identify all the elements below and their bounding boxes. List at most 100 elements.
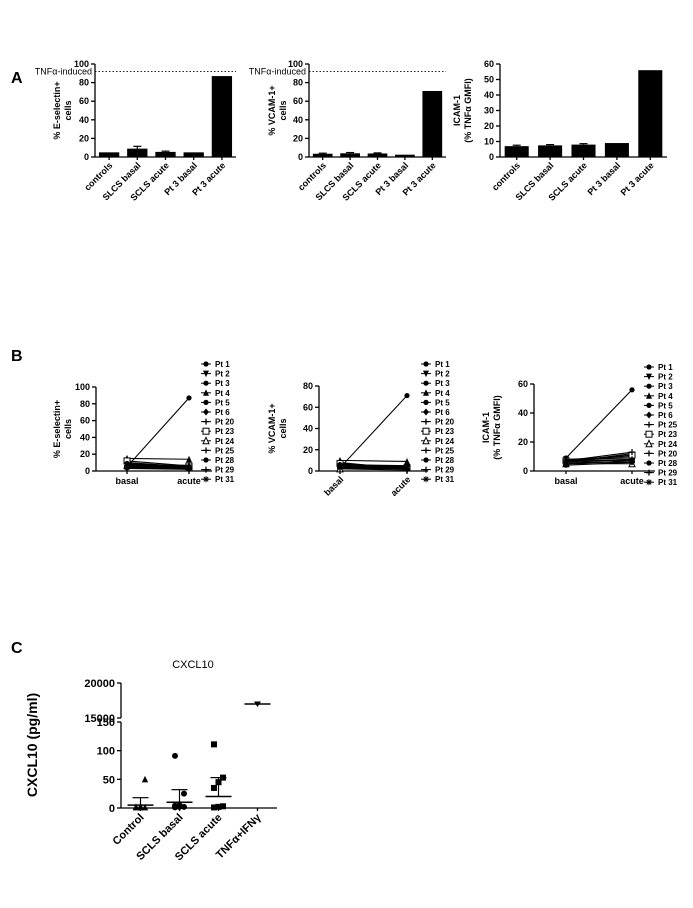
series-line — [339, 465, 408, 468]
legend-marker — [203, 466, 209, 473]
panel-label-a: A — [11, 70, 23, 87]
y-tick-label: 20000 — [84, 678, 115, 690]
bar — [312, 153, 333, 157]
legend-marker — [423, 418, 429, 425]
data-point — [629, 457, 635, 464]
y-axis-label: % E-selectin+cells — [52, 81, 73, 139]
legend-label: Pt 1 — [435, 360, 450, 369]
series-line — [126, 467, 190, 470]
legend-label: Pt 6 — [435, 408, 450, 417]
legend-marker — [423, 399, 429, 405]
legend-label: Pt 23 — [215, 427, 235, 436]
x-tick-label: basal — [115, 476, 138, 486]
data-point — [186, 395, 192, 401]
legend-label: Pt 29 — [435, 466, 455, 475]
legend-marker — [203, 389, 209, 396]
data-point — [172, 802, 178, 809]
y-tick-label: 80 — [303, 381, 313, 391]
legend-marker — [422, 436, 430, 445]
data-point — [181, 790, 187, 797]
legend-marker — [646, 450, 652, 457]
reference-line-label: TNFα-induced — [249, 66, 306, 76]
legend-marker — [646, 411, 652, 419]
series-line — [565, 458, 633, 462]
data-point — [337, 462, 343, 469]
series-line — [126, 464, 190, 467]
reference-line-label: TNFα-induced — [35, 66, 92, 76]
legend-marker — [423, 370, 429, 378]
legend-marker — [203, 370, 209, 378]
data-point — [124, 464, 130, 471]
legend-label: Pt 4 — [215, 389, 230, 398]
legend-marker — [203, 418, 209, 425]
legend-label: Pt 2 — [215, 370, 230, 379]
data-point — [186, 465, 192, 472]
data-point — [563, 456, 569, 463]
y-tick-label: 40 — [518, 408, 528, 418]
data-point — [215, 803, 222, 810]
series-line — [339, 464, 408, 467]
y-tick-label: 0 — [308, 466, 313, 476]
y-tick-label: 0 — [84, 152, 89, 162]
legend-marker — [423, 389, 429, 396]
legend-label: Pt 28 — [215, 456, 235, 465]
y-tick-label: 20 — [303, 445, 313, 455]
legend-label: Pt 6 — [215, 408, 230, 417]
legend-label: Pt 25 — [435, 446, 455, 455]
y-tick-label: 100 — [74, 59, 89, 69]
y-tick-label: 50 — [103, 774, 115, 786]
legend-marker — [423, 380, 429, 386]
legend-label: Pt 23 — [435, 427, 455, 436]
y-tick-label: 40 — [484, 90, 494, 100]
legend-marker — [203, 476, 209, 483]
bar — [504, 146, 529, 157]
bar — [340, 153, 360, 157]
bar — [638, 70, 663, 157]
y-tick-label: 10 — [484, 137, 494, 147]
legend-marker — [646, 460, 652, 466]
legend-marker — [423, 476, 429, 483]
legend-label: Pt 29 — [658, 469, 678, 478]
series-line — [126, 457, 190, 460]
y-tick-label: 20 — [484, 121, 494, 131]
legend-label: Pt 25 — [658, 421, 678, 430]
legend-marker — [423, 447, 429, 454]
y-tick-label: 50 — [484, 75, 494, 85]
data-point — [176, 802, 183, 809]
legend-marker — [646, 421, 652, 428]
bar — [155, 151, 176, 157]
x-tick-label: basal — [322, 474, 345, 497]
bar — [183, 152, 204, 157]
y-tick-label: 80 — [79, 78, 89, 88]
bar — [127, 148, 148, 157]
bar — [538, 145, 563, 157]
data-point — [404, 463, 410, 470]
y-tick-label: 15000 — [84, 713, 115, 725]
legend-label: Pt 20 — [435, 418, 455, 427]
data-point — [186, 455, 192, 463]
data-point — [220, 803, 226, 810]
y-tick-label: 150 — [97, 717, 115, 729]
y-axis-label: CXCL10 (pg/ml) — [24, 693, 40, 797]
data-point — [211, 784, 217, 791]
data-point — [404, 392, 410, 399]
legend-marker — [646, 373, 652, 381]
data-point — [404, 457, 410, 465]
y-tick-label: 60 — [518, 379, 528, 389]
legend-label: Pt 2 — [658, 373, 673, 382]
legend-marker — [646, 383, 652, 389]
legend-label: Pt 3 — [215, 379, 230, 388]
panel-label-b: B — [11, 348, 23, 365]
legend-label: Pt 3 — [658, 382, 673, 391]
data-point — [211, 741, 217, 748]
bar — [211, 76, 233, 157]
y-tick-label: 20 — [80, 449, 90, 459]
legend-label: Pt 5 — [215, 398, 230, 407]
series-line — [339, 459, 408, 462]
series-line — [339, 466, 408, 470]
legend-marker — [646, 402, 652, 408]
legend-label: Pt 20 — [215, 418, 235, 427]
legend-marker — [423, 457, 429, 463]
bar — [571, 144, 596, 157]
